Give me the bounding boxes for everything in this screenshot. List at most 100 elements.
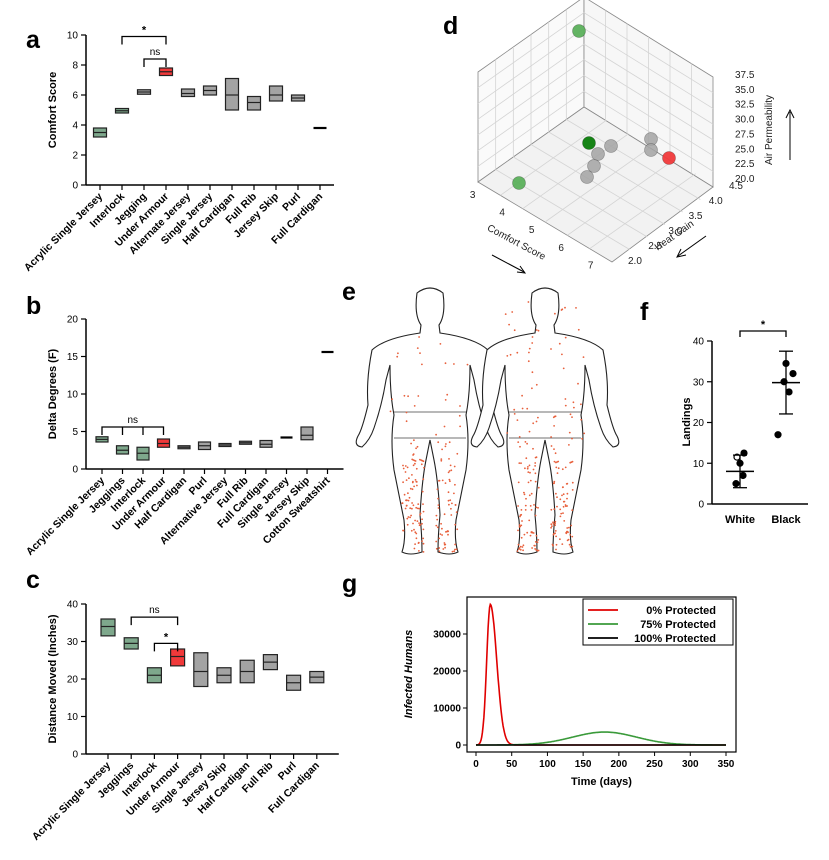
landing-dot: [555, 461, 557, 464]
landing-dot: [564, 466, 567, 469]
landing-dot: [456, 528, 459, 531]
landing-dot: [422, 528, 425, 531]
landing-dot: [532, 422, 535, 425]
panel-c: c 0 10 20 30 40 Distance Moved (Inches) Acrylic…: [26, 566, 339, 843]
landing-dot: [418, 524, 421, 527]
panel-letter: g: [342, 570, 357, 598]
y-tick-label: 2.0: [628, 256, 642, 267]
landing-dot: [449, 480, 451, 483]
landing-dot: [530, 492, 533, 495]
landing-dot: [556, 472, 559, 474]
landing-dot: [421, 363, 423, 366]
landing-dot: [437, 441, 440, 444]
landing-dot: [439, 533, 442, 535]
landing-dot: [528, 464, 531, 467]
landing-dot: [529, 479, 532, 482]
landing-dot: [571, 489, 574, 491]
series-line: [476, 731, 726, 746]
landing-dot: [447, 471, 450, 474]
landing-dot: [561, 353, 563, 356]
landing-dot: [458, 414, 461, 417]
landing-dot: [414, 462, 416, 465]
landing-dot: [559, 508, 562, 511]
landing-dot: [532, 532, 535, 534]
box-mark: [180, 88, 196, 98]
x-tick-label: 300: [682, 759, 699, 770]
landing-dot: [518, 436, 521, 438]
landing-dot: [564, 504, 567, 506]
landing-dot: [448, 458, 450, 460]
landing-dot: [556, 505, 558, 508]
z-tick-label: 25.0: [735, 144, 755, 155]
landing-dot: [555, 466, 558, 469]
landing-dot: [417, 503, 420, 505]
landing-dot: [436, 488, 439, 491]
landing-dot: [506, 355, 509, 357]
x-tick-label: 6: [558, 243, 564, 254]
landing-dot: [550, 445, 553, 447]
landing-dot: [444, 482, 447, 484]
landing-dot: [534, 472, 537, 475]
legend-label: 0% Protected: [646, 605, 716, 617]
landing-dot: [569, 413, 572, 416]
landing-dot: [455, 511, 458, 513]
landing-dot: [444, 445, 447, 448]
significance-bracket: [121, 35, 167, 45]
landing-dot: [454, 548, 456, 551]
landing-dot: [418, 522, 420, 524]
landing-dot: [531, 387, 533, 390]
landing-dot: [520, 536, 523, 539]
landing-dot: [526, 531, 529, 534]
landing-dot: [435, 524, 438, 527]
landing-dot: [551, 543, 554, 546]
landing-dot: [435, 540, 438, 543]
landing-dot: [566, 539, 569, 542]
landing-dot: [525, 497, 527, 500]
significance-label: ns: [150, 47, 161, 58]
panel-letter: d: [443, 12, 458, 40]
landing-dot: [441, 448, 443, 451]
landing-dot: [441, 527, 443, 530]
landing-dot: [534, 456, 537, 459]
landing-dot: [435, 547, 438, 550]
x-axis-label: Time (days): [571, 776, 632, 788]
y-tick-label: 0: [72, 181, 78, 192]
landing-dot: [422, 537, 425, 540]
x-tick-label: Acrylic Single Jersey: [30, 760, 113, 843]
y-tick-label: 3.0: [668, 226, 682, 237]
landing-dot: [529, 534, 532, 537]
landing-dot: [520, 524, 523, 527]
landing-dot: [570, 524, 573, 527]
x-tick-label: 150: [575, 759, 592, 770]
landing-dot: [454, 483, 456, 486]
panel-letter: a: [26, 26, 41, 54]
plot-frame: [466, 596, 737, 753]
x-tick-label: Acrylic Single Jersey: [22, 191, 105, 274]
landing-dot: [560, 512, 563, 515]
landing-dot: [447, 491, 450, 494]
landing-dot: [518, 526, 521, 528]
landing-dot: [535, 420, 538, 423]
landing-dot: [552, 482, 555, 485]
y-axis-label: Delta Degrees (F): [47, 348, 59, 439]
y-arrow-head: [676, 248, 687, 258]
landing-dot: [413, 405, 416, 407]
landing-dot: [569, 534, 572, 536]
landing-dot: [520, 509, 523, 511]
landing-dot: [519, 545, 522, 548]
z-tick-label: 30.0: [735, 115, 755, 126]
landing-dot: [562, 486, 564, 488]
y-tick-label: 10: [693, 459, 705, 470]
landing-dot: [403, 394, 406, 397]
landing-dot: [417, 395, 420, 397]
landing-dot: [456, 452, 459, 455]
significance-bracket: [130, 616, 179, 626]
data-point: [739, 471, 747, 480]
z-tick-label: 27.5: [735, 129, 755, 140]
landing-dot: [552, 522, 555, 525]
landing-dot: [575, 307, 577, 309]
landing-dot: [450, 514, 453, 516]
landing-dot: [466, 363, 469, 366]
data-point: [662, 151, 676, 165]
landing-dot: [516, 351, 519, 354]
